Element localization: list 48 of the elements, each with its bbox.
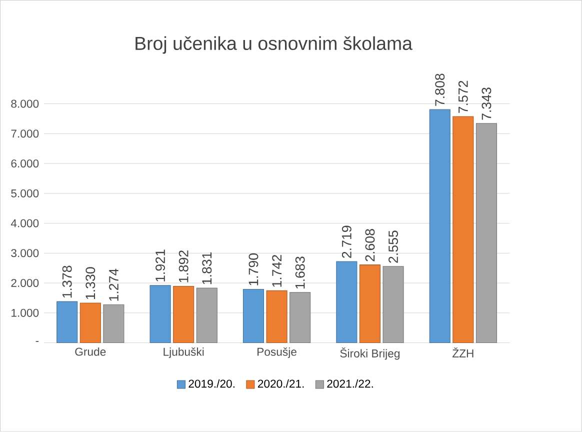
data-label: 1.892 [178, 250, 188, 282]
data-label: 2.555 [388, 230, 398, 263]
y-tick-label: 3.000 [11, 249, 39, 258]
bar [359, 264, 380, 344]
x-tick-label: Posušje [258, 348, 296, 358]
bar [196, 288, 218, 344]
y-tick-label: 7.000 [11, 130, 39, 138]
legend-label: 2021./22. [327, 380, 373, 388]
y-tick-label: - [36, 341, 39, 342]
bar [290, 292, 311, 344]
x-tick-label: ŽZH [452, 348, 474, 358]
data-label: 2.719 [342, 226, 352, 258]
bar [80, 302, 101, 344]
data-label: 1.921 [156, 250, 166, 282]
bar [452, 116, 474, 344]
bar [150, 285, 171, 344]
bar [336, 261, 358, 344]
x-tick-label: Široki Brijeg [340, 348, 400, 360]
data-label: 1.790 [248, 254, 258, 286]
bar [56, 301, 78, 344]
legend-label: 2020./21. [258, 380, 304, 388]
data-label: 7.572 [458, 80, 468, 114]
data-label: 1.330 [86, 267, 96, 300]
data-label: 1.378 [62, 266, 72, 298]
chart-title: Broj učenika u osnovnim školama [136, 36, 412, 54]
data-label: 7.808 [435, 74, 445, 106]
x-tick-label: Grude [75, 348, 106, 356]
x-tick-label: Ljubuški [164, 348, 204, 358]
data-label: 1.274 [109, 268, 118, 301]
data-label: 1.683 [295, 256, 305, 289]
y-tick-label: 8.000 [11, 100, 39, 108]
bar [266, 290, 288, 344]
data-label: 7.343 [482, 88, 492, 120]
data-label: 1.742 [272, 255, 282, 287]
legend-label: 2019./20. [188, 380, 234, 388]
bar [382, 266, 404, 344]
y-tick-label: 5.000 [11, 189, 39, 198]
y-tick-label: 6.000 [11, 160, 39, 168]
bar [242, 289, 264, 344]
bar [173, 286, 194, 344]
y-tick-label: 1.000 [12, 308, 39, 317]
bar [476, 123, 497, 344]
bar [429, 109, 450, 344]
bar [103, 304, 124, 344]
y-tick-label: 2.000 [11, 279, 39, 288]
data-label: 1.831 [202, 252, 212, 284]
y-tick-label: 4.000 [10, 219, 39, 228]
data-label: 2.608 [365, 229, 375, 262]
